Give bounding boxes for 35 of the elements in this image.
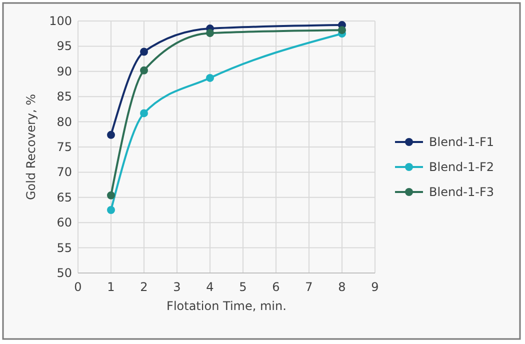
point <box>206 74 214 82</box>
legend-label: Blend-1-F3 <box>429 185 494 199</box>
y-tick-label: 90 <box>56 64 72 78</box>
x-tick-label: 8 <box>338 280 346 294</box>
y-tick-label: 80 <box>56 114 72 129</box>
y-tick-label: 65 <box>56 190 72 204</box>
y-tick-label: 60 <box>56 216 72 230</box>
legend-label: Blend-1-F2 <box>429 160 494 174</box>
point <box>206 29 214 38</box>
point <box>140 109 148 118</box>
point <box>338 26 346 34</box>
point <box>107 191 115 200</box>
y-tick-label: 85 <box>56 90 72 104</box>
point <box>107 206 115 214</box>
x-axis-title: Flotation Time, min. <box>166 299 286 313</box>
point <box>140 66 148 74</box>
x-tick-label: 0 <box>74 280 82 294</box>
y-tick-label: 75 <box>56 140 72 154</box>
point <box>107 130 115 139</box>
legend-label: Blend-1-F1 <box>429 135 494 149</box>
x-tick-label: 9 <box>371 280 379 294</box>
x-tick-label: 3 <box>173 280 181 294</box>
x-tick-label: 6 <box>272 280 280 294</box>
point <box>140 48 148 56</box>
x-tick-label: 5 <box>239 280 247 294</box>
y-tick-label: 55 <box>56 240 72 255</box>
y-tick-label: 100 <box>49 14 72 28</box>
y-tick-label: 70 <box>56 165 72 180</box>
y-tick-label: 95 <box>56 39 72 54</box>
y-tick-label: 50 <box>56 266 72 280</box>
x-tick-label: 2 <box>140 280 148 294</box>
x-tick-label: 1 <box>107 280 115 294</box>
y-axis-title: Gold Recovery, % <box>24 94 38 200</box>
x-tick-label: 7 <box>305 280 313 294</box>
x-tick-label: 4 <box>206 280 214 294</box>
